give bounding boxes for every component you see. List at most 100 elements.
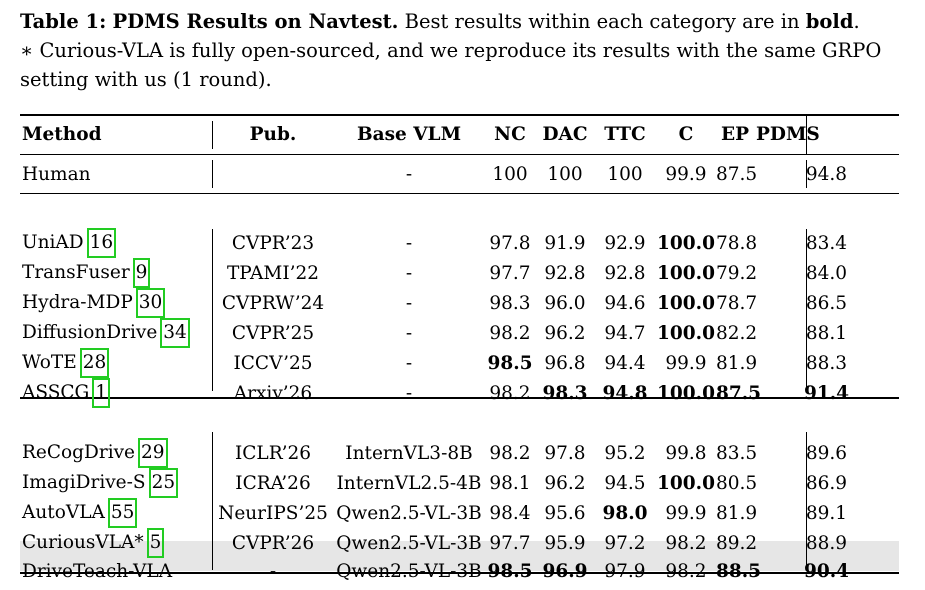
cell-ttc: 94.7: [604, 322, 646, 344]
method-name: WoTE: [22, 352, 77, 373]
col-ttc: TTC: [604, 123, 646, 145]
cell-c: 98.2: [665, 561, 707, 582]
col-nc: NC: [494, 123, 526, 145]
table-row: UniAD 16 CVPR’23 - 97.8 91.9 92.9 100.0 78.8 83.4: [20, 228, 899, 258]
cell-vlm: InternVL2.5-4B: [336, 472, 482, 494]
cell-pub: TPAMI’22: [226, 262, 320, 284]
citation-link[interactable]: 9: [132, 258, 151, 288]
cell-pub: [212, 154, 334, 194]
method-name: CuriousVLA*: [22, 532, 144, 553]
human-rule: [20, 193, 899, 194]
cell-dac: 95.6: [544, 502, 586, 524]
spacer-cell: [20, 408, 899, 438]
cell-ep: 82.2: [716, 322, 758, 344]
vrule: [212, 432, 213, 570]
cell-ep: 80.5: [716, 472, 758, 494]
cell-c: 100.0: [657, 292, 715, 314]
cell-ttc: 97.2: [604, 532, 646, 554]
cell-nc: 98.3: [489, 292, 531, 314]
citation-link[interactable]: 29: [138, 438, 168, 468]
cell-dac: 97.8: [544, 442, 586, 464]
table-caption: Table 1: PDMS Results on Navtest. Best r…: [20, 7, 900, 94]
cell-c: 100.0: [657, 322, 715, 344]
cell-method: WoTE 28: [20, 348, 212, 378]
table-row: Hydra-MDP 30 CVPRW’24 - 98.3 96.0 94.6 100.0 78.…: [20, 288, 899, 318]
cell-method: ImagiDrive-S 25: [20, 468, 212, 498]
cell-method: CuriousVLA* 5: [20, 528, 212, 558]
cell-ttc: 100: [607, 163, 643, 185]
cell-nc: 97.8: [489, 232, 531, 254]
cell-pdms: 83.4: [805, 232, 848, 254]
cell-pub: CVPR’26: [231, 532, 315, 554]
spacer-cell: [20, 194, 899, 228]
cell-method: AutoVLA 55: [20, 498, 212, 528]
cell-c: 99.9: [665, 502, 707, 524]
cell-c: 100.0: [657, 262, 715, 284]
caption-period: .: [853, 10, 860, 33]
cell-vlm: -: [405, 292, 413, 314]
cell-vlm: Qwen2.5-VL-3B: [336, 502, 482, 524]
cell-dac: 96.8: [544, 352, 586, 374]
col-pdms: PDMS: [756, 123, 820, 145]
citation-link[interactable]: 25: [148, 468, 179, 498]
caption-line2: ∗ Curious-VLA is fully open-sourced, and…: [20, 39, 882, 62]
cell-ttc: 92.8: [604, 262, 646, 284]
table-row: DiffusionDrive 34 CVPR’25 - 98.2 96.2 94.7 100.…: [20, 318, 899, 348]
cell-c: 100.0: [657, 472, 715, 494]
cell-method: Human: [22, 163, 91, 185]
cell-nc: 97.7: [489, 532, 531, 554]
cell-pdms: 89.6: [805, 442, 848, 464]
cell-nc: 97.7: [489, 262, 531, 284]
caption-title: PDMS Results on Navtest.: [112, 10, 399, 33]
vrule: [212, 160, 213, 188]
col-method: Method: [22, 123, 102, 145]
cell-nc: 98.2: [489, 322, 531, 344]
vrule: [806, 432, 807, 570]
method-name: UniAD: [22, 232, 84, 253]
table-row: DriveTeach-VLA - Qwen2.5-VL-3B 98.5 96.9 97.9…: [20, 558, 899, 585]
vrule: [806, 116, 807, 154]
table-row: ASSCG 1 Arxiv’26 - 98.2 98.3 94.8 100.0 87.5 91.4: [20, 378, 899, 408]
cell-pub: NeurIPS’25: [218, 502, 328, 524]
cell-ttc: 97.9: [604, 561, 646, 582]
cell-dac: 96.0: [544, 292, 586, 314]
vrule: [806, 160, 807, 188]
method-name: Hydra-MDP: [22, 292, 133, 313]
cell-dac: 96.2: [544, 322, 586, 344]
citation-link[interactable]: 34: [160, 318, 190, 348]
vrule: [806, 229, 807, 391]
cell-method: DriveTeach-VLA: [20, 558, 212, 585]
method-name: ReCogDrive: [22, 442, 136, 463]
cell-c: 100.0: [657, 382, 715, 404]
citation-link[interactable]: 16: [86, 228, 117, 258]
citation-link[interactable]: 55: [107, 498, 138, 528]
citation-link[interactable]: 30: [135, 288, 166, 318]
citation-link[interactable]: 28: [79, 348, 110, 378]
cell-ep: 87.5: [716, 163, 758, 185]
cell-ttc: 95.2: [604, 442, 646, 464]
col-ep: EP: [720, 123, 749, 145]
cell-vlm: -: [405, 232, 413, 254]
cell-pdms: 88.3: [805, 352, 848, 374]
cell-vlm: InternVL3-8B: [345, 442, 473, 464]
cell-nc: 98.5: [487, 352, 533, 374]
cell-vlm: -: [405, 262, 413, 284]
citation-link[interactable]: 1: [92, 378, 111, 408]
method-name: ASSCG: [22, 382, 90, 403]
cell-pdms: 94.8: [805, 163, 848, 185]
cell-ttc: 94.8: [602, 382, 648, 404]
table-row: CuriousVLA* 5 CVPR’26 Qwen2.5-VL-3B 97.7 95.9…: [20, 528, 899, 558]
col-pub: Pub.: [249, 123, 297, 145]
cell-ep: 81.9: [716, 502, 758, 524]
cell-pdms: 89.1: [805, 502, 848, 524]
caption-bold-word: bold: [805, 10, 854, 33]
cell-dac: 91.9: [544, 232, 586, 254]
caption-text: Best results within each category are in: [398, 10, 806, 33]
cell-dac: 96.2: [544, 472, 586, 494]
table-row: ReCogDrive 29 ICLR’26 InternVL3-8B 98.2 97.8 9…: [20, 438, 899, 468]
group-rule: [20, 397, 899, 399]
citation-link[interactable]: 5: [146, 528, 165, 558]
caption-line3: setting with us (1 round).: [20, 68, 272, 91]
cell-ttc: 92.9: [604, 232, 646, 254]
table-row-human: Human - 100 100 100 99.9 87.5 94.8: [20, 154, 899, 194]
